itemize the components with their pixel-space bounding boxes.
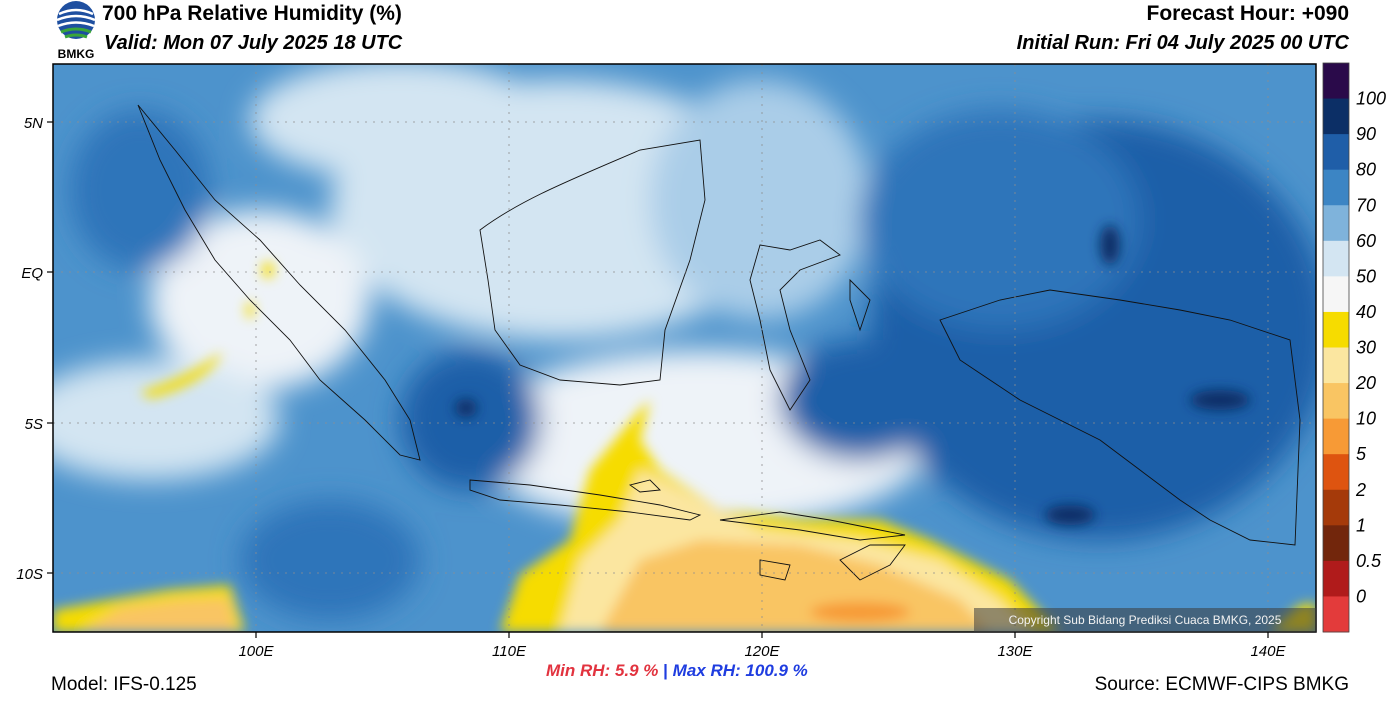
rh-stats: Min RH: 5.9 % | Max RH: 100.9 % xyxy=(546,661,808,681)
colorbar-label: 60 xyxy=(1356,231,1376,251)
coastlines xyxy=(137,104,1301,581)
colorbar-swatch xyxy=(1323,276,1349,313)
colorbar-swatch xyxy=(1323,169,1349,206)
colorbar-label: 20 xyxy=(1355,373,1376,393)
colorbar-label: 10 xyxy=(1356,409,1376,429)
colorbar-swatch xyxy=(1323,560,1349,597)
source-label: Source: ECMWF-CIPS BMKG xyxy=(1094,674,1349,695)
max-rh-value: 100.9 % xyxy=(745,661,808,680)
colorbar-label: 0 xyxy=(1356,586,1366,606)
initial-run: Initial Run: Fri 04 July 2025 00 UTC xyxy=(1016,32,1349,54)
colorbar-label: 70 xyxy=(1356,195,1376,215)
valid-time: Valid: Mon 07 July 2025 18 UTC xyxy=(104,32,403,54)
colorbar-swatch xyxy=(1323,347,1349,384)
colorbar-swatch xyxy=(1323,596,1349,633)
lon-label: 110E xyxy=(492,643,527,660)
colorbar-swatch xyxy=(1323,63,1349,100)
colorbar-label: 100 xyxy=(1356,89,1386,109)
colorbar-swatch xyxy=(1323,134,1349,171)
grid-lines xyxy=(53,64,1316,632)
chart-title: 700 hPa Relative Humidity (%) xyxy=(102,2,402,25)
colorbar xyxy=(1322,62,1350,633)
bmkg-logo: BMKG xyxy=(51,0,101,62)
lon-label: 140E xyxy=(1250,643,1286,660)
colorbar-swatch xyxy=(1323,525,1349,562)
colorbar-label: 50 xyxy=(1356,266,1376,286)
lon-label: 100E xyxy=(238,643,274,660)
colorbar-swatch xyxy=(1323,240,1349,277)
colorbar-swatch xyxy=(1323,98,1349,135)
colorbar-label: 2 xyxy=(1355,480,1366,500)
min-rh-label: Min RH: xyxy=(546,661,611,680)
rh-field xyxy=(53,64,1316,632)
colorbar-swatch xyxy=(1323,489,1349,526)
model-label: Model: IFS-0.125 xyxy=(51,674,197,695)
colorbar-swatch xyxy=(1323,454,1349,491)
lon-label: 120E xyxy=(744,643,780,660)
map-frame xyxy=(52,63,1317,633)
colorbar-swatch xyxy=(1323,418,1349,455)
lat-label: EQ xyxy=(21,265,43,282)
colorbar-swatch xyxy=(1323,311,1349,348)
colorbar-border xyxy=(1322,62,1350,633)
lat-label: 5S xyxy=(25,416,43,433)
logo-text: BMKG xyxy=(58,47,95,61)
colorbar-swatch xyxy=(1323,383,1349,420)
colorbar-label: 30 xyxy=(1356,338,1376,358)
forecast-hour: Forecast Hour: +090 xyxy=(1146,2,1350,25)
colorbar-label: 80 xyxy=(1356,160,1376,180)
colorbar-swatch xyxy=(1323,205,1349,242)
colorbar-label: 90 xyxy=(1356,124,1376,144)
copyright-notice: Copyright Sub Bidang Prediksi Cuaca BMKG… xyxy=(974,608,1316,632)
stats-separator: | xyxy=(663,661,668,680)
colorbar-label: 40 xyxy=(1356,302,1376,322)
colorbar-label: 1 xyxy=(1356,515,1366,535)
axis-ticks xyxy=(47,121,1269,638)
lat-label: 10S xyxy=(16,566,43,583)
colorbar-label: 5 xyxy=(1356,444,1367,464)
lon-label: 130E xyxy=(997,643,1033,660)
colorbar-label: 0.5 xyxy=(1356,551,1382,571)
max-rh-label: Max RH: xyxy=(672,661,741,680)
lat-label: 5N xyxy=(24,115,43,132)
min-rh-value: 5.9 % xyxy=(614,661,659,680)
